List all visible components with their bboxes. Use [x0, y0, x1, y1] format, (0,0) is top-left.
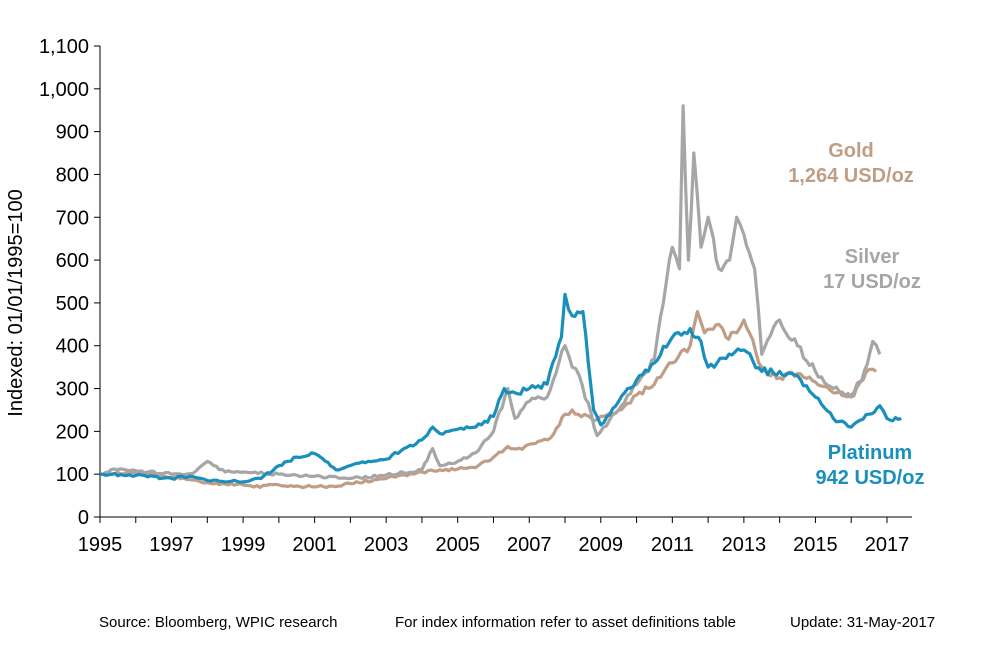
- update-date: Update: 31-May-2017: [790, 614, 936, 631]
- x-tick-label: 2015: [793, 534, 838, 556]
- y-tick-label: 900: [56, 122, 89, 144]
- x-tick-label: 1997: [149, 534, 194, 556]
- source-note: Source: Bloomberg, WPIC research: [99, 614, 338, 631]
- y-tick-label: 1,100: [39, 36, 89, 58]
- y-axis-label: Indexed: 01/01/1995=100: [5, 189, 27, 416]
- annotation-gold-price: 1,264 USD/oz: [788, 165, 914, 187]
- annotation-gold-name: Gold: [828, 140, 874, 162]
- annotation-platinum-name: Platinum: [828, 442, 912, 464]
- y-tick-label: 600: [56, 250, 89, 272]
- chart-annotations: Gold 1,264 USD/oz Silver 17 USD/oz Platinum 9…: [788, 140, 924, 489]
- y-tick-label: 200: [56, 421, 89, 443]
- chart-axes: [94, 45, 912, 523]
- x-tick-label: 2003: [364, 534, 409, 556]
- y-tick-label: 400: [56, 336, 89, 358]
- index-info-note: For index information refer to asset def…: [395, 614, 737, 631]
- annotation-platinum-price: 942 USD/oz: [816, 467, 925, 489]
- x-tick-label: 2013: [722, 534, 767, 556]
- y-tick-label: 100: [56, 464, 89, 486]
- y-tick-label: 1,000: [39, 79, 89, 101]
- y-tick-label: 300: [56, 379, 89, 401]
- series-line-gold: [99, 309, 878, 490]
- x-tick-label: 2017: [865, 534, 910, 556]
- x-tick-label: 2005: [435, 534, 480, 556]
- x-tick-label: 1995: [78, 534, 123, 556]
- y-tick-label: 0: [78, 507, 89, 529]
- annotation-silver-price: 17 USD/oz: [823, 271, 921, 293]
- x-tick-label: 2009: [579, 534, 624, 556]
- x-tick-label: 1999: [221, 534, 266, 556]
- chart-tick-labels: 0 100 200 300 400 500 600 700 800 900 1,000 1,100 19…: [39, 36, 909, 556]
- annotation-silver-name: Silver: [845, 246, 900, 268]
- series-line-platinum: [99, 292, 902, 484]
- y-tick-label: 800: [56, 164, 89, 186]
- line-chart: 0 100 200 300 400 500 600 700 800 900 1,000 1,100 19…: [5, 36, 924, 556]
- series-line-silver: [99, 104, 882, 481]
- chart-series-lines: [99, 104, 902, 490]
- y-tick-label: 500: [56, 293, 89, 315]
- y-tick-label: 700: [56, 207, 89, 229]
- x-tick-label: 2007: [507, 534, 552, 556]
- x-tick-label: 2011: [651, 534, 694, 556]
- x-tick-label: 2001: [292, 534, 337, 556]
